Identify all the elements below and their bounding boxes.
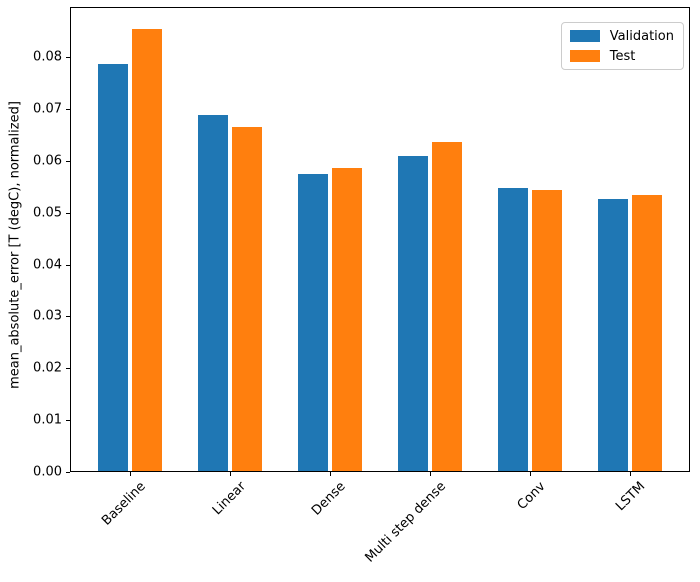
y-tick-mark-0.06 <box>66 160 70 162</box>
bar-test-dense <box>332 168 362 471</box>
x-tick-mark-multi-step-dense <box>430 472 431 476</box>
bar-test-baseline <box>132 28 162 471</box>
bar-validation-conv <box>498 188 528 471</box>
bar-test-lstm <box>632 194 662 471</box>
x-tick-mark-lstm <box>630 472 631 476</box>
y-tick-mark-0.08 <box>66 57 70 59</box>
y-tick-label-0.03: 0.03 <box>33 308 62 324</box>
x-tick-mark-conv <box>530 472 531 476</box>
x-tick-label-conv: Conv <box>514 479 549 513</box>
bar-test-linear <box>232 126 262 471</box>
y-tick-label-0.07: 0.07 <box>33 101 62 117</box>
y-tick-label-0.04: 0.04 <box>33 257 62 273</box>
x-tick-mark-linear <box>230 472 231 476</box>
y-tick-label-0.02: 0.02 <box>33 360 62 376</box>
legend-label-validation: Validation <box>609 28 674 44</box>
y-axis-label: mean_absolute_error [T (degC), normalize… <box>7 101 23 389</box>
y-tick-label-0.05: 0.05 <box>33 205 62 221</box>
legend-label-test: Test <box>609 48 636 64</box>
bar-test-conv <box>532 189 562 471</box>
legend: Validation Test <box>560 22 684 70</box>
x-tick-mark-dense <box>330 472 331 476</box>
legend-entry-test: Test <box>569 48 674 64</box>
y-tick-mark-0.05 <box>66 212 70 214</box>
bar-validation-multi-step-dense <box>398 156 428 471</box>
y-tick-mark-0.03 <box>66 316 70 318</box>
y-tick-mark-0.07 <box>66 109 70 111</box>
legend-entry-validation: Validation <box>569 28 674 44</box>
bar-validation-lstm <box>598 199 628 471</box>
x-tick-label-linear: Linear <box>209 479 249 519</box>
x-tick-mark-baseline <box>130 472 131 476</box>
bar-validation-baseline <box>98 64 128 471</box>
validation-color-swatch <box>569 30 600 42</box>
bar-test-multi-step-dense <box>432 142 462 471</box>
x-tick-label-baseline: Baseline <box>99 479 149 529</box>
y-tick-mark-0.02 <box>66 368 70 370</box>
y-tick-label-0.00: 0.00 <box>33 464 62 480</box>
y-tick-label-0.06: 0.06 <box>33 153 62 169</box>
y-tick-mark-0.01 <box>66 420 70 422</box>
plot-area: Validation Test <box>70 7 690 472</box>
bar-validation-linear <box>198 114 228 471</box>
y-tick-mark-0.04 <box>66 264 70 266</box>
y-tick-label-0.01: 0.01 <box>33 412 62 428</box>
x-tick-label-dense: Dense <box>308 479 349 519</box>
test-color-swatch <box>569 50 600 62</box>
y-tick-label-0.08: 0.08 <box>33 49 62 65</box>
x-tick-label-lstm: LSTM <box>613 479 649 515</box>
x-tick-label-multi-step-dense: Multi step dense <box>362 479 449 566</box>
bar-validation-dense <box>298 174 328 471</box>
y-tick-mark-0.00 <box>66 472 70 473</box>
